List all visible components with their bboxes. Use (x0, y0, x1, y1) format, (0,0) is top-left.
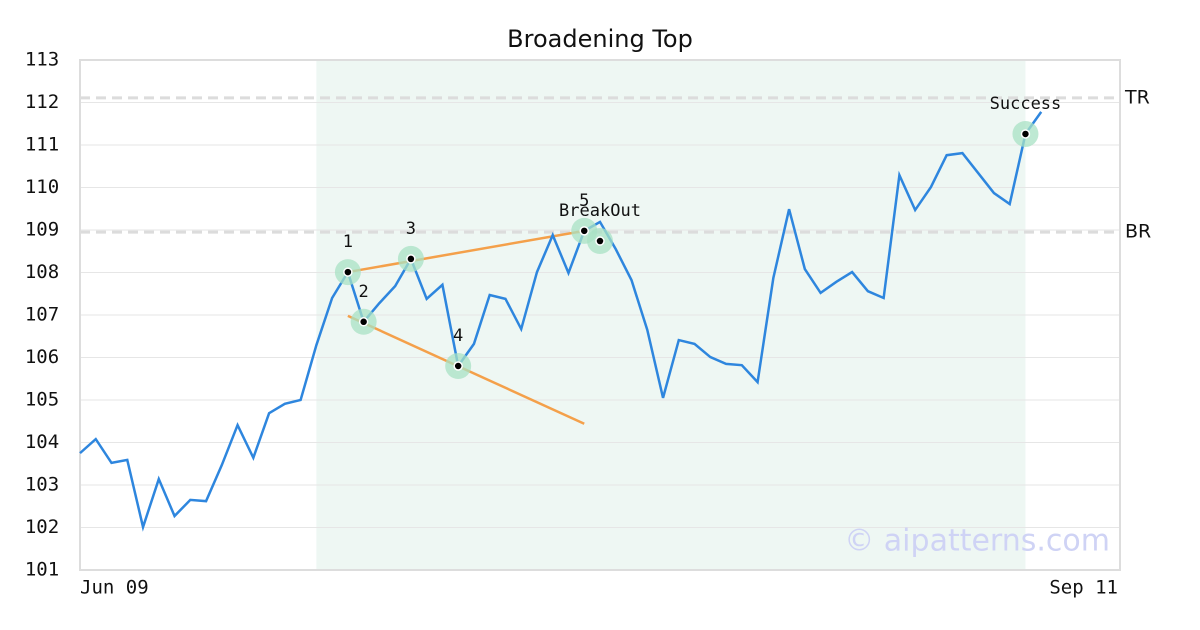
point-dot (358, 317, 369, 327)
y-tick-label: 103 (25, 474, 59, 496)
price-line (79, 111, 1043, 532)
point-label: 4 (453, 326, 463, 346)
x-tick-label: Jun 09 (80, 577, 149, 599)
y-tick-label: 106 (25, 346, 59, 368)
point-label: BreakOut (559, 201, 641, 221)
point-dot (406, 254, 416, 264)
y-tick-label: 107 (25, 304, 59, 326)
plot-frame (79, 59, 1121, 571)
y-tick-label: 104 (25, 431, 59, 453)
point-label: 1 (343, 232, 353, 252)
y-tick-label: 102 (25, 516, 59, 538)
y-tick-label: 113 (25, 49, 59, 71)
chart-title: Broadening Top (507, 25, 693, 53)
y-tick-label: 109 (25, 219, 59, 241)
y-tick-label: 112 (25, 91, 59, 113)
point-label: Success (990, 94, 1062, 114)
point-label: 3 (406, 219, 416, 239)
point-dot (579, 226, 589, 236)
x-tick-label: Sep 11 (1049, 577, 1118, 599)
point-dot (453, 361, 463, 371)
trendline (347, 229, 585, 274)
y-tick-label: 105 (25, 389, 59, 411)
point-dot (1020, 129, 1031, 139)
y-tick-label: 108 (25, 261, 59, 283)
level-label: BR (1125, 221, 1151, 243)
point-label: 2 (359, 282, 369, 302)
y-tick-label: 101 (25, 559, 59, 581)
watermark: © aipatterns.com (844, 524, 1110, 559)
y-tick-label: 111 (25, 134, 59, 156)
point-dot (343, 267, 353, 277)
point-label: 5 (579, 191, 589, 211)
point-dot (595, 236, 605, 246)
y-tick-label: 110 (25, 176, 59, 198)
level-label: TR (1124, 86, 1150, 108)
